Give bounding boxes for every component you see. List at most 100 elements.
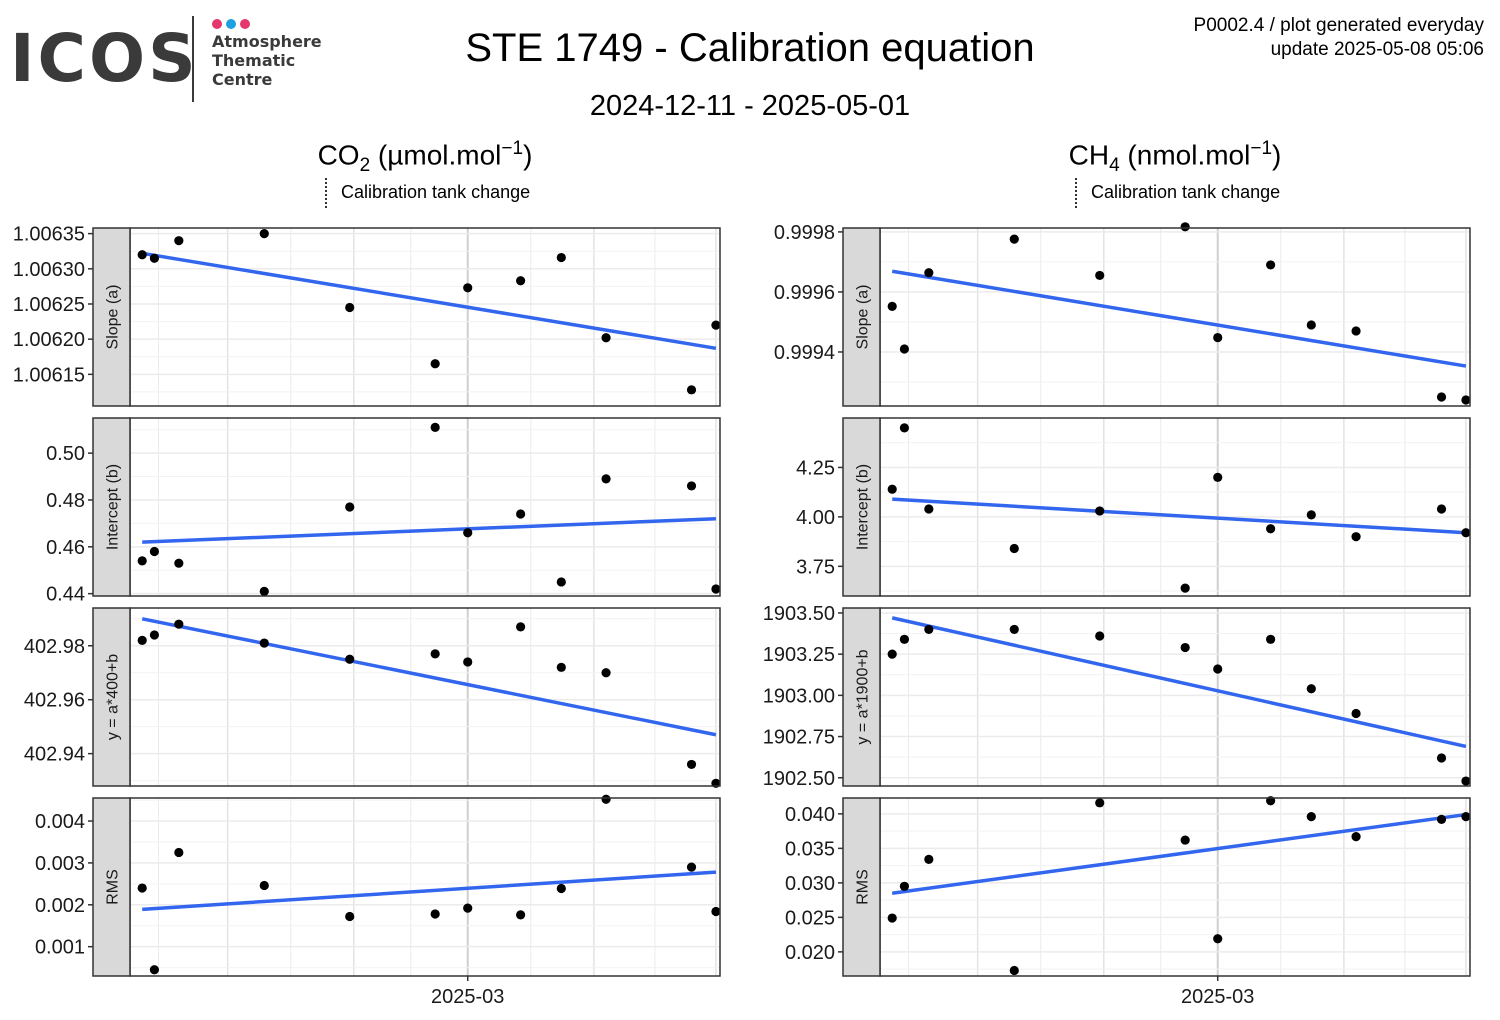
panel-background <box>130 418 720 596</box>
y-tick-label: 3.75 <box>796 556 835 578</box>
y-tick-label: 0.46 <box>46 537 85 559</box>
y-tick-label: 1903.25 <box>763 644 835 666</box>
data-point <box>345 502 355 512</box>
data-point <box>686 759 697 770</box>
data-point <box>1461 528 1471 538</box>
data-point <box>1009 624 1019 635</box>
data-point <box>711 906 721 917</box>
data-point <box>345 911 355 922</box>
fit-line <box>141 617 717 737</box>
panel-strip <box>842 417 881 597</box>
co2-column-title: CO2 (µmol.mol−1) <box>75 138 775 177</box>
date-range-subtitle: 2024-12-11 - 2025-05-01 <box>589 90 911 122</box>
data-point <box>259 880 269 891</box>
y-tick-label: 0.004 <box>35 811 85 833</box>
data-point <box>887 484 897 494</box>
fit-line <box>142 870 717 912</box>
data-point <box>516 910 526 920</box>
units-text: (µmol.mol <box>370 139 502 171</box>
y-tick-label: 0.001 <box>35 937 85 959</box>
data-point <box>463 528 473 538</box>
data-point <box>1213 664 1223 674</box>
ch4-legend: Calibration tank change <box>1075 178 1280 208</box>
species-name: CO <box>317 139 360 171</box>
legend-label: Calibration tank change <box>341 181 531 202</box>
data-point <box>924 854 934 865</box>
data-point <box>1213 332 1223 343</box>
data-point <box>1351 708 1361 719</box>
data-point <box>463 657 473 667</box>
x-tick-label: 2025-03 <box>1181 986 1254 1008</box>
page-title: STE 1749 - Calibration equation <box>465 26 1035 70</box>
y-tick-label: 0.9994 <box>774 342 835 364</box>
data-point <box>1306 320 1316 330</box>
panel-strip-label: y = a*400+b <box>105 654 122 740</box>
data-point <box>1009 234 1019 244</box>
data-point <box>345 302 355 313</box>
data-point <box>924 504 934 514</box>
logo-subtext-line: Thematic <box>212 51 296 70</box>
units-text: (nmol.mol <box>1119 139 1251 171</box>
data-point <box>899 881 910 891</box>
legend-label: Calibration tank change <box>1091 181 1281 202</box>
y-tick-label: 1903.00 <box>763 685 835 707</box>
data-point <box>174 558 184 568</box>
data-point <box>924 624 934 635</box>
logo-dot <box>212 19 222 29</box>
data-point <box>601 794 611 804</box>
x-tick-label: 2025-03 <box>431 986 504 1008</box>
y-tick-label: 0.040 <box>785 804 835 826</box>
panel-strip <box>842 227 881 407</box>
logo-dot <box>240 19 250 29</box>
co2-legend: Calibration tank change <box>325 178 530 208</box>
species-name: CH <box>1068 139 1110 171</box>
y-tick-label: 1903.50 <box>763 603 835 625</box>
icos-logo: ICOS Atmosphere Thematic Centre <box>10 12 330 104</box>
y-tick-label: 0.035 <box>785 838 835 860</box>
data-point <box>137 883 147 893</box>
data-point <box>1180 835 1190 845</box>
data-point <box>1180 642 1190 653</box>
data-point <box>1213 934 1223 944</box>
panel-strip-label: y = a*1900+b <box>855 649 872 744</box>
panel-strip-label: Intercept (b) <box>855 464 872 550</box>
data-point <box>430 359 440 369</box>
data-point <box>430 422 440 432</box>
y-tick-label: 1902.50 <box>763 768 835 790</box>
data-point <box>174 236 184 246</box>
data-point <box>1095 631 1105 641</box>
data-point <box>1436 814 1447 824</box>
data-point <box>686 862 697 872</box>
species-subscript: 4 <box>1109 154 1120 176</box>
panel-strip-label: Slope (a) <box>855 285 872 350</box>
data-point <box>556 252 566 263</box>
species-subscript: 2 <box>359 154 371 176</box>
logo-subtext: Atmosphere Thematic Centre <box>212 32 322 89</box>
logo-subtext-line: Atmosphere <box>212 32 322 51</box>
logo-dot <box>226 19 236 29</box>
data-point <box>1436 392 1447 402</box>
y-tick-label: 0.002 <box>35 895 85 917</box>
data-point <box>516 622 526 632</box>
data-point <box>1180 583 1190 593</box>
ch4-column-title: CH4 (nmol.mol−1) <box>825 138 1500 177</box>
generation-info-line: P0002.4 / plot generated everyday <box>1193 15 1484 36</box>
panel-strip-label: RMS <box>855 869 872 905</box>
fit-line <box>141 251 717 351</box>
y-tick-label: 0.9998 <box>774 222 835 244</box>
logo-wordmark: ICOS <box>10 20 199 97</box>
data-point <box>924 268 934 278</box>
y-tick-label: 0.44 <box>46 584 85 606</box>
data-point <box>899 344 910 354</box>
data-point <box>1009 965 1019 976</box>
panel-background <box>130 228 720 406</box>
data-point <box>137 250 147 260</box>
units-close: ) <box>1272 139 1282 171</box>
data-point <box>1095 270 1105 281</box>
y-tick-label: 1.00625 <box>13 294 85 316</box>
data-point <box>1095 798 1105 808</box>
y-tick-label: 1902.75 <box>763 727 835 749</box>
panel-strip-label: Slope (a) <box>105 285 122 350</box>
data-point <box>174 619 184 629</box>
panel-strip <box>92 797 131 977</box>
